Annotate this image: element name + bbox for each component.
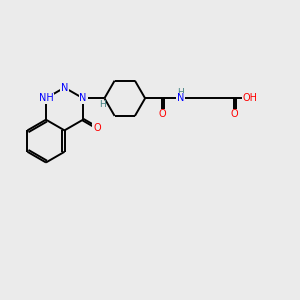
Text: N: N bbox=[176, 93, 184, 103]
Text: H: H bbox=[177, 88, 184, 98]
Text: O: O bbox=[93, 123, 101, 133]
Text: H: H bbox=[99, 100, 106, 109]
Text: NH: NH bbox=[39, 93, 53, 103]
Text: N: N bbox=[80, 93, 87, 103]
Text: N: N bbox=[61, 82, 68, 93]
Text: OH: OH bbox=[243, 93, 258, 103]
Text: O: O bbox=[231, 109, 238, 119]
Text: O: O bbox=[159, 109, 167, 119]
